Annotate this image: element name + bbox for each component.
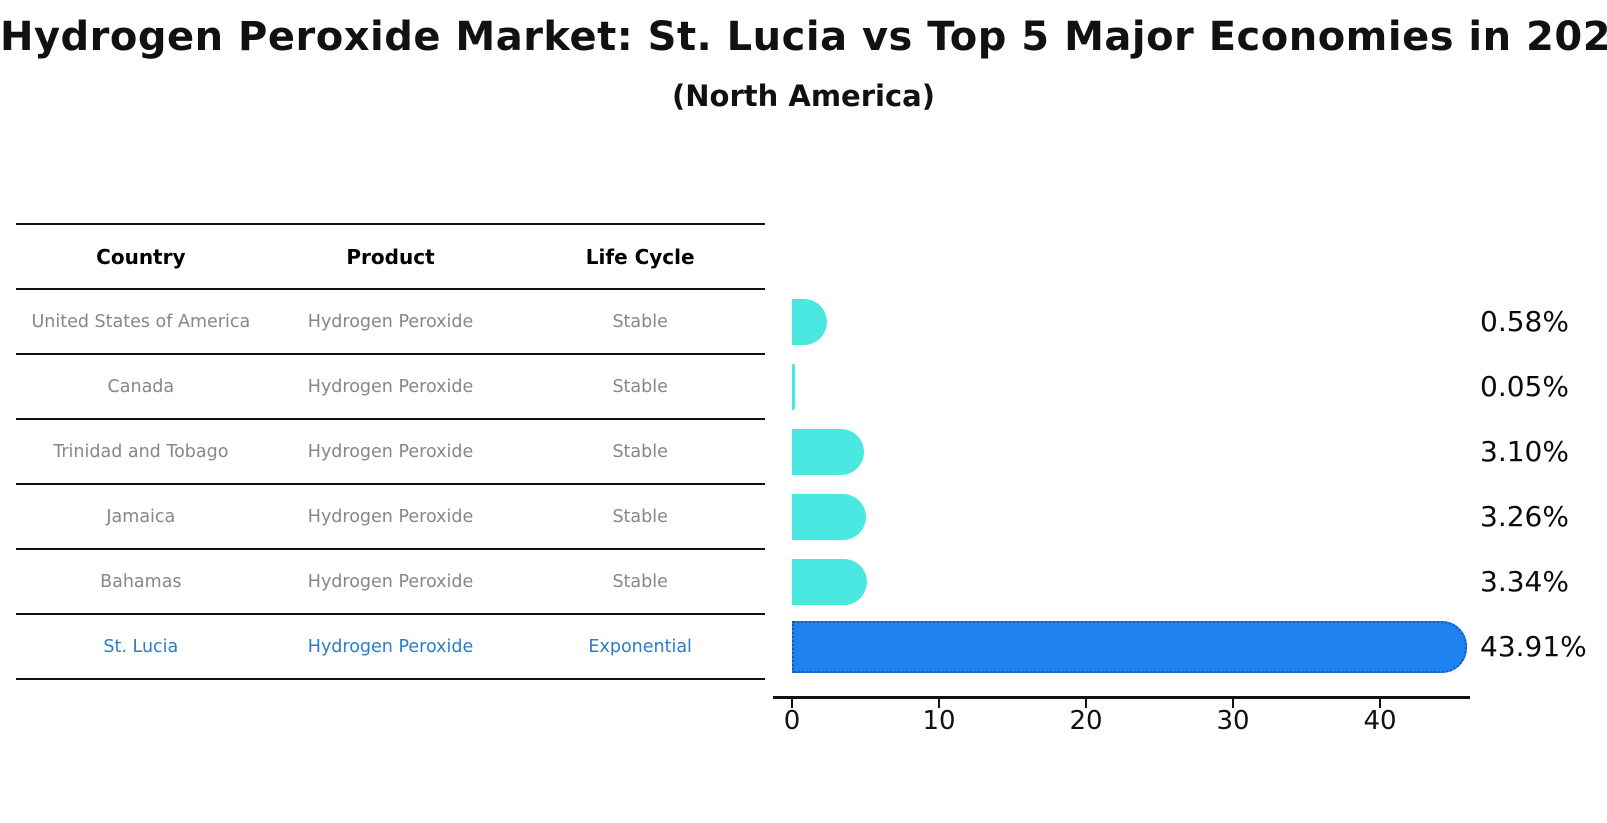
- cell-product: Hydrogen Peroxide: [307, 636, 474, 657]
- value-label-jamaica: 3.26%: [1480, 500, 1569, 533]
- chart-title: Hydrogen Peroxide Market: St. Lucia vs T…: [0, 14, 1607, 60]
- cell-product: Hydrogen Peroxide: [307, 311, 474, 332]
- cell-country: Canada: [107, 376, 175, 397]
- chart-subtitle: (North America): [672, 79, 935, 113]
- cell-country: Trinidad and Tobago: [53, 441, 229, 462]
- column-header-country: Country: [96, 244, 186, 269]
- x-tick-20: [1085, 699, 1087, 708]
- cell-product: Hydrogen Peroxide: [307, 571, 474, 592]
- x-tick-10: [938, 699, 940, 708]
- table-header-row: Country Product Life Cycle: [16, 225, 765, 290]
- table-body: United States of America Hydrogen Peroxid…: [16, 290, 765, 680]
- table-row-trinidad-and-tobago: Trinidad and Tobago Hydrogen Peroxide Stab…: [16, 420, 765, 485]
- table-row-bahamas: Bahamas Hydrogen Peroxide Stable: [16, 550, 765, 615]
- table-row-jamaica: Jamaica Hydrogen Peroxide Stable: [16, 485, 765, 550]
- x-tick-label-20: 20: [1069, 706, 1103, 736]
- x-tick-30: [1232, 699, 1234, 708]
- column-header-product: Product: [346, 244, 435, 269]
- x-tick-40: [1379, 699, 1381, 708]
- column-header-life-cycle: Life Cycle: [585, 244, 695, 269]
- info-table: Country Product Life Cycle United States…: [16, 223, 765, 680]
- cell-life-cycle: Stable: [612, 441, 668, 462]
- cell-product: Hydrogen Peroxide: [307, 441, 474, 462]
- cell-life-cycle: Stable: [612, 311, 668, 332]
- cell-country: Jamaica: [106, 506, 176, 527]
- x-axis-line: [773, 696, 1470, 699]
- table-row-canada: Canada Hydrogen Peroxide Stable: [16, 355, 765, 420]
- value-label-trinidad-and-tobago: 3.10%: [1480, 435, 1569, 468]
- x-tick-0: [791, 699, 793, 708]
- cell-product: Hydrogen Peroxide: [307, 506, 474, 527]
- x-tick-label-30: 30: [1216, 706, 1250, 736]
- cell-product: Hydrogen Peroxide: [307, 376, 474, 397]
- x-tick-label-10: 10: [922, 706, 956, 736]
- cell-life-cycle: Stable: [612, 571, 668, 592]
- x-tick-label-40: 40: [1363, 706, 1397, 736]
- x-tick-label-0: 0: [783, 706, 801, 736]
- cell-life-cycle: Exponential: [588, 636, 692, 657]
- table-row-united-states-of-america: United States of America Hydrogen Peroxid…: [16, 290, 765, 355]
- cell-life-cycle: Stable: [612, 506, 668, 527]
- cell-country: St. Lucia: [103, 636, 179, 657]
- value-label-st-lucia: 43.91%: [1480, 630, 1587, 663]
- value-label-canada: 0.05%: [1480, 370, 1569, 403]
- bar-jamaica: [792, 494, 866, 540]
- bar-trinidad-and-tobago: [792, 429, 864, 475]
- cell-life-cycle: Stable: [612, 376, 668, 397]
- bar-united-states-of-america: [792, 299, 827, 345]
- value-label-bahamas: 3.34%: [1480, 565, 1569, 598]
- bar-canada: [792, 364, 795, 410]
- table-row-st-lucia: St. Lucia Hydrogen Peroxide Exponential: [16, 615, 765, 680]
- bar-bahamas: [792, 559, 867, 605]
- bar-st-lucia: [792, 621, 1467, 673]
- cell-country: Bahamas: [100, 571, 182, 592]
- value-label-united-states-of-america: 0.58%: [1480, 305, 1569, 338]
- cell-country: United States of America: [31, 311, 251, 332]
